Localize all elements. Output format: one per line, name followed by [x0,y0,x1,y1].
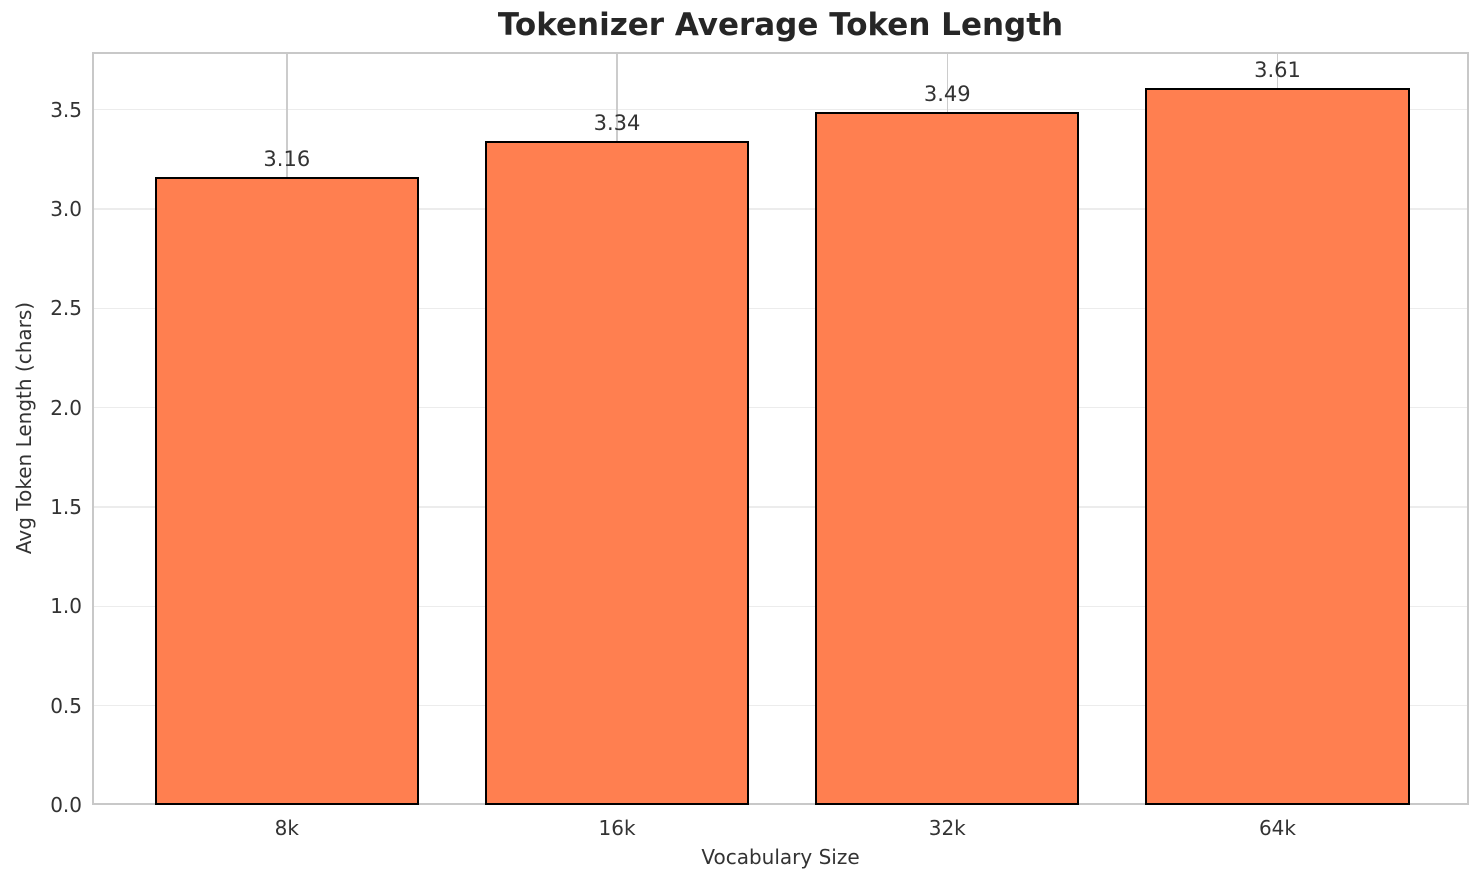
chart-title: Tokenizer Average Token Length [497,7,1064,43]
gridline-horizontal [92,307,1469,310]
bar-value-label: 3.49 [923,81,971,106]
y-tick-label: 0.0 [50,793,82,817]
x-tick-label: 16k [598,816,636,840]
y-tick-label: 0.5 [50,693,82,718]
x-tick-label: 32k [928,816,966,840]
y-tick-label: 3.5 [50,97,82,122]
bar [484,141,750,805]
y-tick-label: 3.0 [50,196,82,221]
gridline-horizontal [92,406,1469,409]
bar [815,111,1080,805]
bar-value-label: 3.61 [1254,57,1301,82]
y-tick-label: 1.0 [50,594,82,619]
bar [1145,87,1410,805]
plot-area: 3.16 3.34 3.49 3.61 [92,52,1469,805]
bar-value-label: 3.34 [593,111,641,136]
gridline-horizontal [92,704,1469,707]
y-tick-label: 2.5 [50,296,82,321]
gridline-horizontal [92,108,1469,111]
gridline-horizontal [92,506,1469,508]
y-tick-label: 1.5 [50,494,82,519]
x-tick-label: 64k [1258,816,1296,840]
y-tick-label: 2.0 [50,395,82,420]
bar [154,177,419,805]
gridline-horizontal [92,208,1469,210]
x-tick-label: 8k [274,816,299,840]
x-axis-label: Vocabulary Size [701,845,860,869]
gridline-horizontal [92,605,1469,608]
bar-value-label: 3.16 [263,147,311,172]
